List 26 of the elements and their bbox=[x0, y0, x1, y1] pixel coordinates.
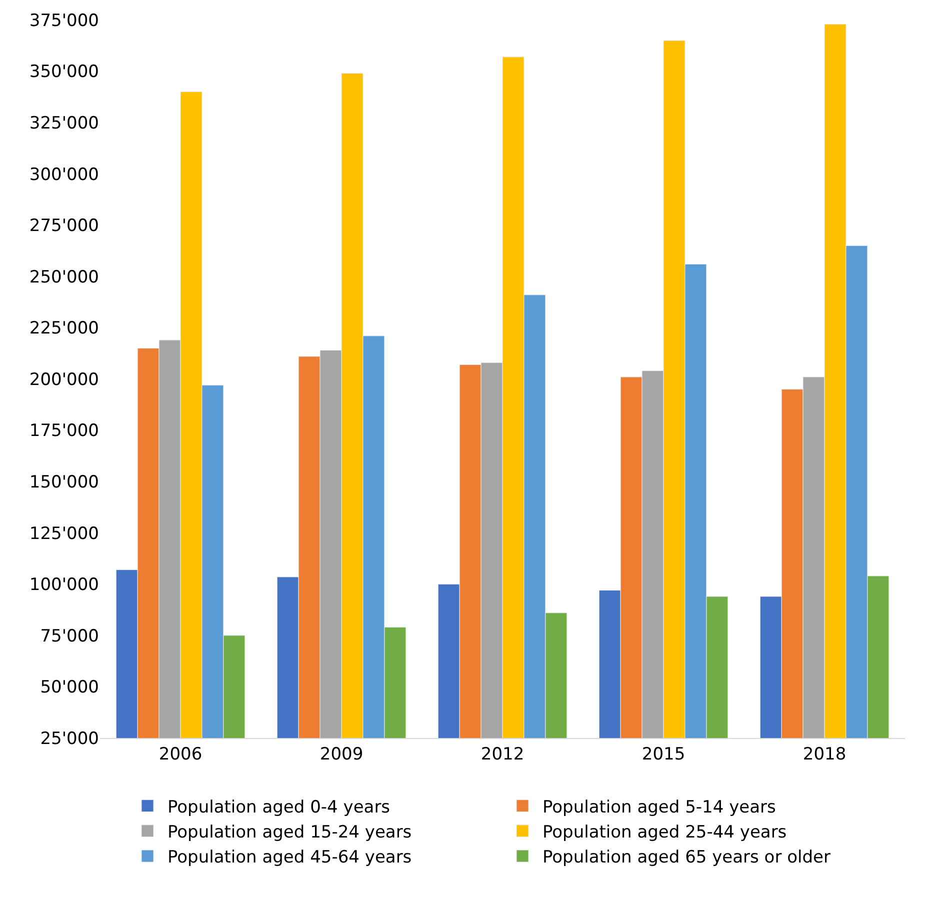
y-tick-label: 200'000 bbox=[29, 370, 99, 390]
x-tick-label: 2006 bbox=[158, 744, 202, 764]
legend-label: Population aged 25-44 years bbox=[542, 822, 787, 843]
x-tick-label: 2015 bbox=[642, 744, 686, 764]
legend-label: Population aged 65 years or older bbox=[542, 848, 830, 868]
y-tick-label: 75'000 bbox=[40, 626, 99, 646]
x-tick-label: 2012 bbox=[480, 744, 524, 764]
y-tick-label: 300'000 bbox=[29, 164, 99, 185]
y-tick-label: 375'000 bbox=[29, 10, 99, 31]
y-tick-label: 25'000 bbox=[40, 728, 99, 749]
y-tick-label: 325'000 bbox=[29, 114, 99, 134]
legend-label: Population aged 5-14 years bbox=[542, 797, 776, 818]
legend-label: Population aged 0-4 years bbox=[168, 797, 390, 818]
x-tick-label: 2018 bbox=[802, 744, 846, 764]
y-tick-label: 100'000 bbox=[29, 575, 99, 596]
y-tick-label: 175'000 bbox=[29, 421, 99, 442]
y-tick-label: 350'000 bbox=[29, 62, 99, 82]
y-tick-label: 275'000 bbox=[29, 216, 99, 236]
legend-label: Population aged 15-24 years bbox=[168, 822, 412, 843]
y-tick-label: 250'000 bbox=[29, 267, 99, 288]
y-tick-label: 225'000 bbox=[29, 318, 99, 339]
y-tick-label: 150'000 bbox=[29, 472, 99, 493]
y-tick-label: 125'000 bbox=[29, 524, 99, 544]
x-tick-label: 2009 bbox=[320, 744, 364, 764]
legend-label: Population aged 45-64 years bbox=[168, 848, 412, 868]
y-tick-label: 50'000 bbox=[40, 678, 99, 698]
